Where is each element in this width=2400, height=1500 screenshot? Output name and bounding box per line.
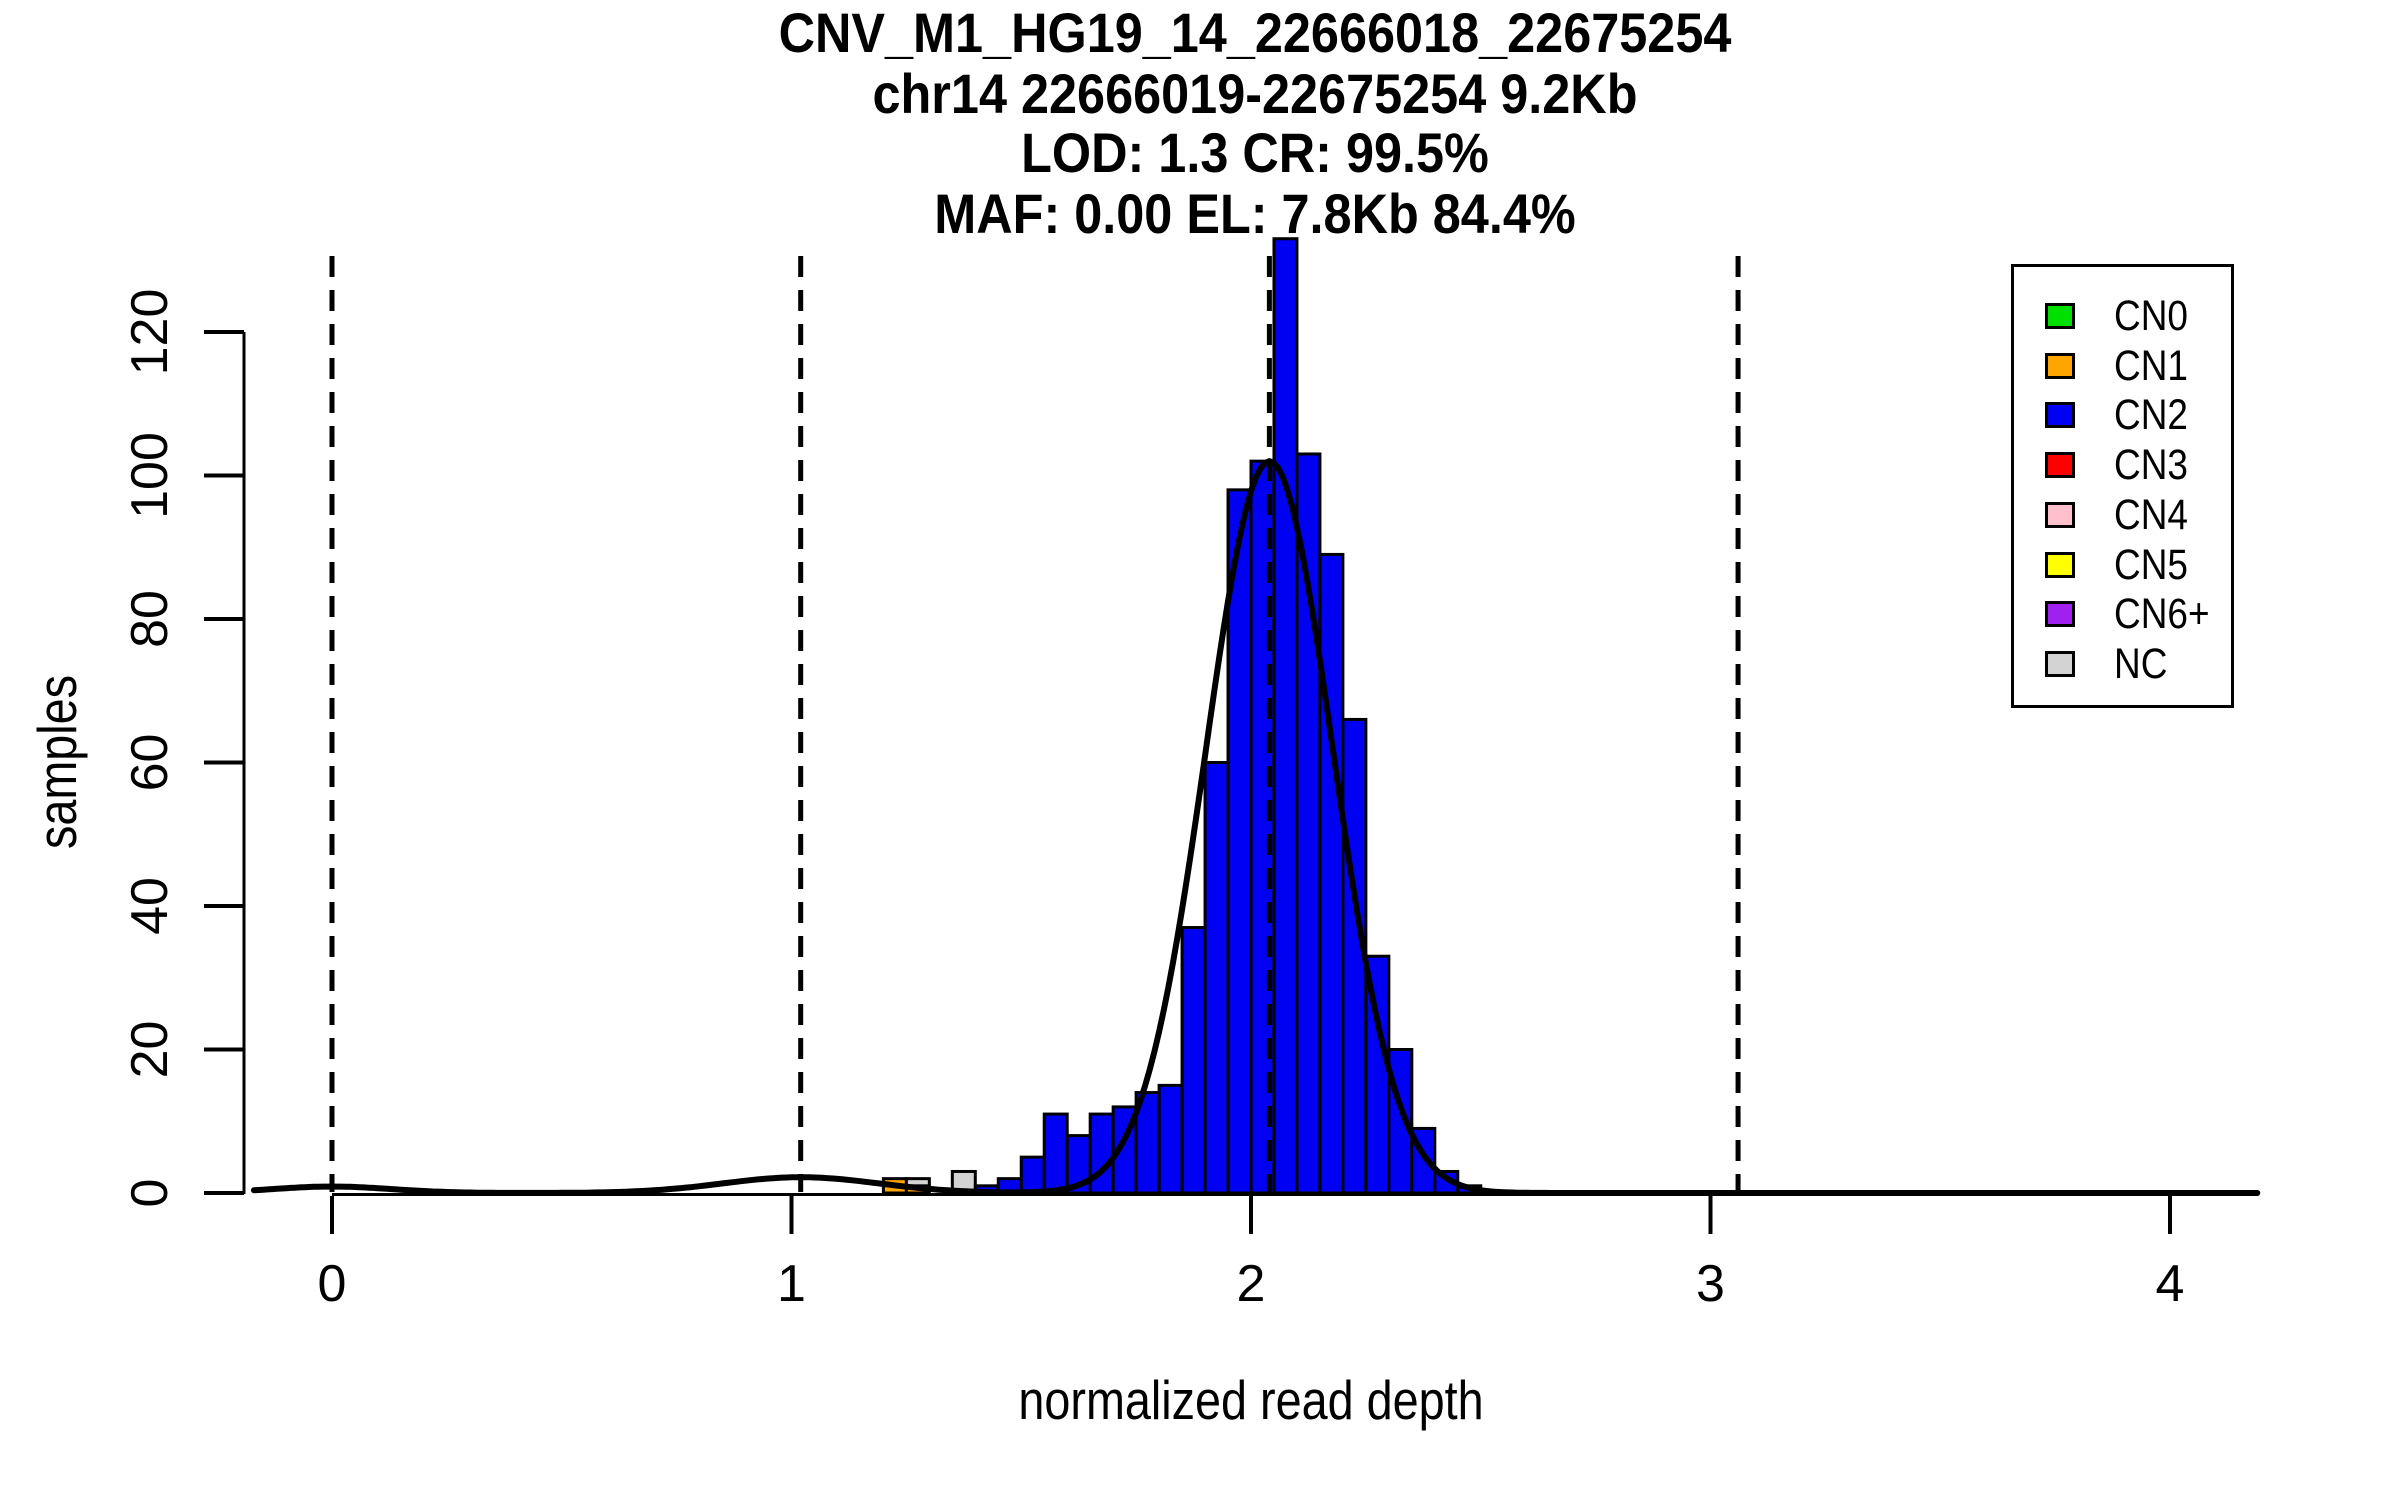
legend-item-cn5: CN5 [2014,540,2231,590]
histogram-bar [1180,926,1207,1195]
histogram-bar [1295,452,1322,1195]
legend-item-cn6plus: CN6+ [2014,589,2231,639]
y-tick-label: 60 [121,734,179,792]
figure-title-line-4: MAF: 0.00 EL: 7.8Kb 84.4% [934,182,1576,245]
y-tick-label: 120 [121,289,179,376]
histogram-bar [1042,1112,1069,1195]
figure-title-line-3: LOD: 1.3 CR: 99.5% [1021,121,1489,184]
legend-label: CN5 [2114,540,2188,589]
x-tick-label: 2 [1237,1255,1266,1313]
y-tick-label: 80 [121,590,179,648]
x-tick-label: 4 [2156,1255,2185,1313]
legend-item-nc: NC [2014,639,2231,689]
legend-item-cn0: CN0 [2014,291,2231,341]
legend-item-cn3: CN3 [2014,440,2231,490]
histogram-bar [1088,1112,1115,1195]
legend-item-cn4: CN4 [2014,490,2231,540]
legend-swatch-icon [2045,501,2075,528]
histogram-bar [1203,761,1230,1195]
y-tick-label: 100 [121,432,179,519]
figure-title-line-1: CNV_M1_HG19_14_22666018_22675254 [778,1,1732,64]
legend-label: CN0 [2114,292,2188,340]
y-axis-title: samples [26,674,88,850]
y-tick-label: 20 [121,1021,179,1079]
legend-swatch-icon [2045,352,2075,379]
legend-label: CN1 [2114,341,2188,390]
legend-label: CN3 [2114,441,2188,490]
legend-swatch-icon [2045,601,2075,628]
y-tick-label: 40 [121,877,179,935]
legend-item-cn1: CN1 [2014,341,2231,391]
legend-box: CN0 CN1 CN2 CN3 CN4 CN5 CN6+ NC [2011,264,2234,708]
figure-title-line-2: chr14 22666019-22675254 9.2Kb [872,62,1638,125]
y-tick-label: 0 [121,1179,179,1208]
x-tick-label: 1 [777,1255,806,1313]
legend-swatch-icon [2045,551,2075,578]
x-axis-title: normalized read depth [1018,1369,1484,1431]
legend-label: CN6+ [2114,590,2210,639]
legend-swatch-icon [2045,650,2075,677]
legend-swatch-icon [2045,303,2075,329]
histogram-bar [1157,1083,1184,1195]
legend-label: CN2 [2114,391,2188,440]
histogram-bar [1019,1155,1046,1195]
legend-item-cn2: CN2 [2014,390,2231,440]
x-tick-label: 0 [318,1255,347,1313]
legend-label: CN4 [2114,490,2188,539]
legend-label: NC [2114,639,2168,688]
x-tick-label: 3 [1696,1255,1725,1313]
legend-swatch-icon [2045,452,2075,479]
histogram-bar [1318,552,1345,1195]
histogram-bar [1272,237,1299,1195]
legend-swatch-icon [2045,402,2075,429]
